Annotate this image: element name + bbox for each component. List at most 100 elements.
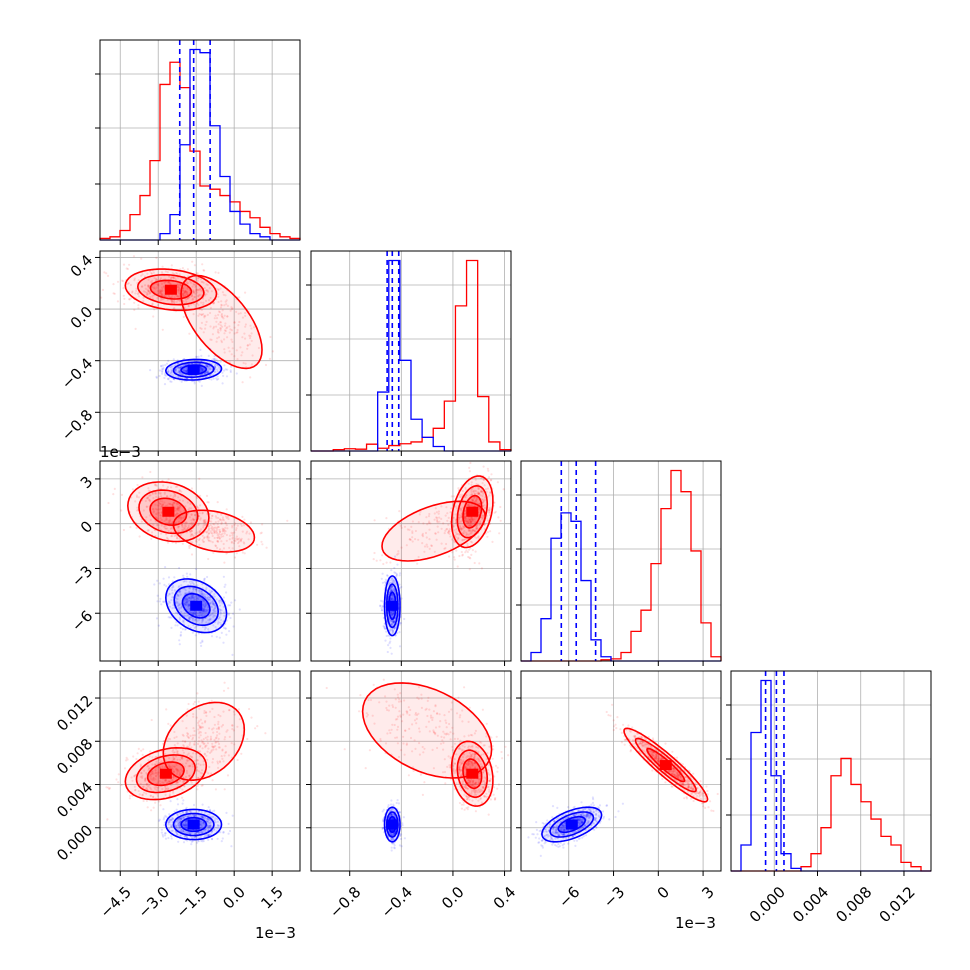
red-sample-point	[183, 528, 186, 532]
blue-sample-point	[390, 589, 394, 592]
blue-sample-point	[178, 616, 181, 619]
red-sample-point	[211, 779, 214, 782]
red-sample-point	[452, 516, 455, 519]
red-sample-point	[450, 538, 454, 541]
red-sample-point	[190, 522, 193, 525]
blue-sample-point	[380, 609, 384, 612]
red-sample-point	[212, 522, 215, 526]
red-sample-point	[197, 538, 201, 542]
red-sample-point	[181, 757, 184, 760]
red-sample-point	[175, 535, 179, 538]
red-sample-point	[143, 791, 146, 794]
red-sample-point	[222, 710, 225, 713]
blue-sample-point	[196, 596, 199, 600]
red-sample-point	[178, 287, 181, 290]
red-sample-point	[193, 759, 196, 762]
red-sample-point	[170, 778, 173, 782]
red-sample-point	[203, 316, 206, 319]
red-sample-point	[469, 547, 472, 550]
blue-sample-point	[380, 609, 384, 612]
red-sample-point	[471, 518, 474, 522]
red-sample-point	[195, 288, 198, 291]
red-sample-point	[225, 524, 228, 527]
red-sample-point	[480, 489, 483, 492]
blue-sample-point	[204, 603, 207, 606]
red-sample-point	[167, 764, 171, 767]
blue-sample-point	[212, 614, 215, 617]
red-sample-point	[189, 530, 192, 534]
red-sample-point	[191, 293, 194, 296]
blue-sample-point	[193, 382, 196, 385]
red-sample-point	[116, 280, 120, 283]
red-sample-point	[468, 529, 471, 532]
red-sample-point	[458, 493, 461, 497]
red-sample-point	[215, 526, 218, 530]
red-sample-point	[192, 291, 195, 294]
red-sample-point	[171, 271, 174, 275]
blue-sample-point	[156, 600, 159, 603]
blue-sample-point	[192, 617, 195, 620]
red-sample-point	[159, 289, 162, 292]
blue-sample-point	[208, 618, 211, 622]
blue-sample-point	[191, 595, 194, 598]
red-sample-point	[411, 536, 414, 539]
red-sample-point	[219, 324, 222, 327]
red-sample-point	[171, 503, 174, 506]
red-sample-point	[237, 324, 240, 327]
blue-sample-point	[177, 376, 180, 379]
red-sample-point	[423, 545, 427, 548]
blue-sample-point	[208, 596, 211, 599]
red-sample-point	[170, 277, 173, 280]
red-sample-point	[172, 759, 175, 762]
blue-sample-point	[155, 375, 158, 378]
blue-sample-point	[176, 594, 179, 597]
blue-sample-point	[215, 598, 218, 601]
blue-sample-point	[166, 594, 169, 597]
red-sample-point	[182, 294, 185, 297]
blue-sample-point	[391, 597, 394, 600]
red-sample-point	[240, 540, 243, 543]
red-sample-point	[127, 282, 130, 285]
red-sample-point	[157, 304, 160, 307]
red-sample-point	[185, 291, 188, 294]
blue-sample-point	[178, 369, 181, 372]
red-sample-point	[228, 735, 231, 739]
red-sample-point	[200, 726, 203, 729]
blue-sample-point	[391, 597, 394, 600]
red-sample-point	[216, 532, 219, 535]
red-sample-point	[161, 328, 164, 331]
red-sample-point	[446, 527, 449, 531]
blue-sample-point	[171, 580, 174, 583]
red-sample-point	[493, 501, 496, 504]
blue-sample-point	[210, 605, 213, 609]
red-sample-point	[474, 550, 477, 553]
red-sample-point	[215, 317, 219, 320]
blue-sample-point	[200, 593, 203, 596]
red-sample-point	[209, 751, 212, 755]
blue-sample-point	[216, 370, 219, 373]
red-sample-point	[166, 739, 169, 742]
red-sample-point	[482, 501, 485, 504]
blue-sample-point	[196, 614, 199, 618]
red-sample-point	[217, 540, 220, 544]
red-sample-point	[445, 506, 448, 509]
red-sample-point	[178, 288, 181, 291]
red-sample-point	[197, 314, 200, 317]
red-sample-point	[254, 727, 257, 730]
red-sample-point	[154, 788, 157, 791]
red-sample-point	[198, 770, 201, 773]
red-sample-point	[174, 513, 178, 516]
red-sample-point	[481, 514, 484, 517]
red-sample-point	[234, 537, 237, 540]
red-sample-point	[476, 523, 479, 526]
red-sample-point	[201, 511, 204, 514]
red-sample-point	[223, 681, 226, 684]
blue-sample-point	[184, 367, 187, 370]
red-sample-point	[183, 765, 186, 768]
red-sample-point	[129, 526, 132, 529]
red-sample-point	[246, 347, 249, 350]
red-samples	[100, 255, 274, 384]
red-sample-point	[478, 507, 481, 511]
red-sample-point	[216, 523, 219, 526]
red-sample-point	[235, 349, 238, 352]
